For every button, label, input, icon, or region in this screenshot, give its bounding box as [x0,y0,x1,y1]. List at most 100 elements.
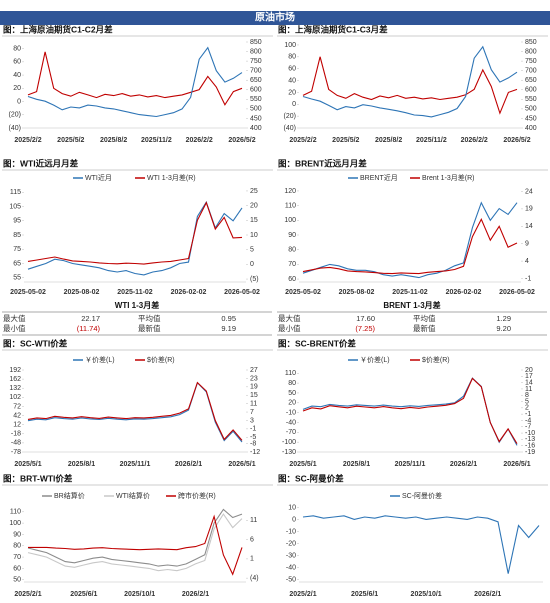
x-tick-label: 2025-08-02 [339,289,375,296]
y2-tick-label: 750 [525,58,537,65]
x-tick-label: 2025/10/1 [124,591,155,598]
y2-tick-label: 15 [250,217,258,224]
y-tick-label: 102 [9,394,21,401]
x-tick-label: 2026/2/1 [450,461,477,468]
x-tick-label: 2026-02-02 [171,289,207,296]
x-tick-label: 2025/2/2 [14,137,41,144]
x-tick-label: 2025/11/1 [395,461,426,468]
table-cell: 最大值 [278,313,301,323]
y2-tick-label: 450 [250,115,262,122]
x-tick-label: 2025/8/2 [375,137,402,144]
y-tick-label: 60 [13,59,21,66]
y2-tick-label: -1 [250,426,256,433]
x-tick-label: 2025/2/1 [14,591,41,598]
table-cell: 1.29 [496,314,511,323]
y-tick-label: (40) [284,125,296,132]
y2-tick-label: 500 [250,106,262,113]
y2-tick-label: 650 [250,77,262,84]
y2-tick-label: 25 [250,188,258,195]
x-tick-label: 2026/2/1 [182,591,209,598]
y2-tick-label: -12 [250,449,260,456]
y-tick-label: 100 [284,42,296,49]
y2-tick-label: 9 [525,241,529,248]
y2-tick-label: 400 [250,125,262,132]
legend-label: WTI近月 [85,173,112,182]
y-tick-label: -30 [286,552,296,559]
y2-tick-label: 0 [250,261,254,268]
y2-tick-label: -1 [525,275,531,282]
y2-tick-label: 550 [250,96,262,103]
table-cell: 最小值 [278,323,301,333]
y-tick-label: 90 [288,232,296,239]
y2-tick-label: 19 [250,384,258,391]
y2-tick-label: 17 [525,373,533,380]
y-tick-label: 192 [9,367,21,374]
x-tick-label: 2025/2/1 [289,591,316,598]
y-tick-label: -20 [286,540,296,547]
y-tick-label: 95 [13,218,21,225]
y-tick-label: 90 [13,531,21,538]
y-tick-label: 80 [288,247,296,254]
legend-label: WTI 1-3月差(R) [147,173,196,182]
table-cell: 17.60 [356,314,375,323]
y-tick-label: 105 [9,203,21,210]
legend-label: WTI结算价 [116,491,150,500]
y2-tick-label: 1 [250,556,254,563]
line-series [302,56,518,115]
y-tick-label: 20 [288,89,296,96]
y-tick-label: 80 [288,54,296,61]
y2-tick-label: 850 [525,39,537,46]
y-tick-label: -40 [286,419,296,426]
y-tick-label: 40 [288,77,296,84]
x-tick-label: 2026/2/1 [474,591,501,598]
y-tick-label: 80 [288,380,296,387]
y-tick-label: 0 [292,101,296,108]
y2-tick-label: -10 [525,430,535,437]
y2-tick-label: 800 [250,48,262,55]
legend-label: $价差(R) [147,355,175,364]
table-cell: 22.17 [81,314,100,323]
line-series [302,201,518,279]
y-tick-label: -10 [286,409,296,416]
y-tick-label: -18 [11,431,21,438]
x-tick-label: 2026/2/2 [186,137,213,144]
y2-tick-label: 500 [525,106,537,113]
y-tick-label: 80 [13,543,21,550]
y-tick-label: 55 [13,275,21,282]
y2-tick-label: -16 [525,443,535,450]
y2-tick-label: 450 [525,115,537,122]
y2-tick-label: 11 [250,400,257,407]
table-cell: (7.25) [355,324,375,333]
y-tick-label: 50 [13,577,21,584]
y-tick-label: 110 [10,509,21,516]
y2-tick-label: 700 [250,68,262,75]
x-tick-label: 2026/5/2 [503,137,530,144]
x-tick-label: 2025/11/1 [120,461,151,468]
header-title: 原油市场 [255,11,295,24]
y2-tick-label: 750 [250,58,262,65]
y2-tick-label: 11 [525,386,532,393]
chart-title: 图：BRT-WTI价差 [3,473,73,483]
x-tick-label: 2025/5/1 [289,461,316,468]
y-tick-label: 40 [13,72,21,79]
table-cell: 最小值 [3,323,26,333]
x-tick-label: 2026/2/2 [461,137,488,144]
y2-tick-label: -13 [525,436,535,443]
x-tick-label: 2025/5/2 [332,137,359,144]
y-tick-label: 72 [13,403,21,410]
y2-tick-label: -5 [250,434,256,441]
line-series [28,514,243,576]
y2-tick-label: 8 [525,392,529,399]
table-cell: 9.19 [221,324,236,333]
y2-tick-label: 27 [250,367,258,374]
legend-label: Brent 1-3月差(R) [422,173,475,182]
x-tick-label: 2025/5/2 [57,137,84,144]
table-title: BRENT 1-3月差 [383,300,440,310]
legend-label: ￥价差(L) [360,355,390,364]
y2-tick-label: 20 [525,367,533,374]
y-tick-label: 162 [9,376,21,383]
x-tick-label: 2026/5/1 [503,461,530,468]
x-tick-label: 2026-02-02 [446,289,482,296]
